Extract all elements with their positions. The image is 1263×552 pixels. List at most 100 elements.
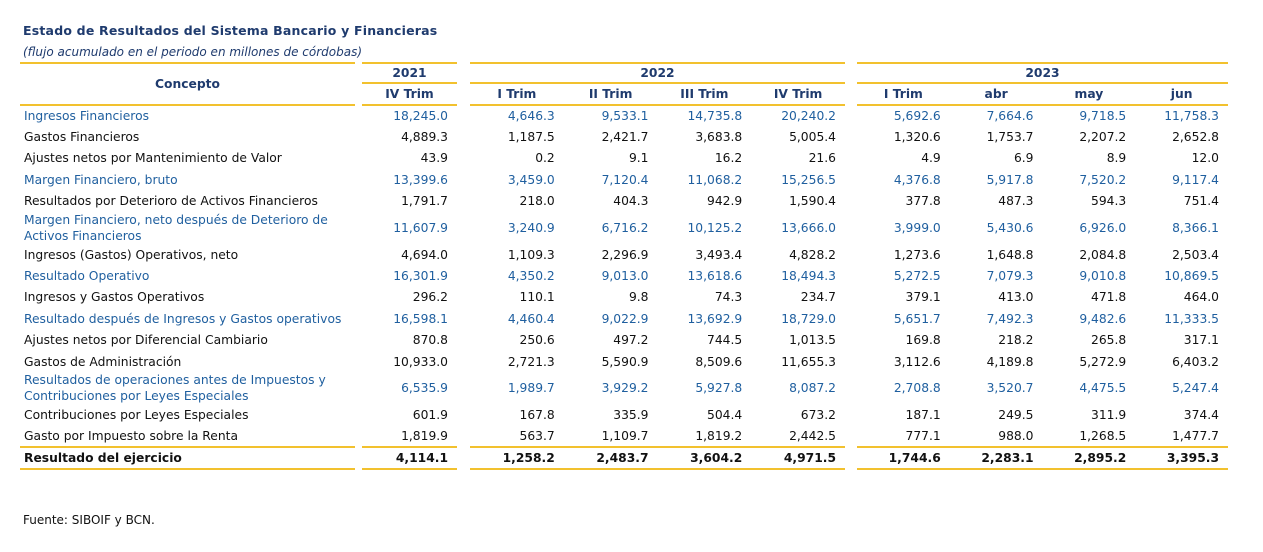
value-cell: 9,533.1 — [601, 109, 649, 124]
value-cell: 11,333.5 — [1164, 311, 1219, 326]
value-cell: 7,664.6 — [986, 109, 1034, 124]
income-table: Concepto 2021 2022 2023 IV Trim I Trim II Trim… — [20, 62, 1228, 471]
gap — [845, 447, 857, 469]
value-cell: 317.1 — [1183, 333, 1219, 348]
gap — [355, 330, 362, 351]
source-note: Fuente: SIBOIF y BCN. — [23, 513, 155, 527]
value-cell: 9.8 — [628, 290, 649, 305]
header-row: Concepto 2021 2022 2023 — [20, 62, 1228, 106]
concept-cell: Margen Financiero, neto después de Deter… — [24, 212, 328, 243]
year-header: 2022 — [470, 62, 845, 84]
data-row: Margen Financiero, bruto 13,399.6 3,459.0 7… — [20, 169, 1228, 190]
gap — [845, 63, 857, 83]
gap — [355, 105, 362, 126]
data-row: Resultado después de Ingresos y Gastos o… — [20, 308, 1228, 329]
column-header: may — [1042, 83, 1136, 106]
gap — [457, 447, 470, 469]
value-cell: 5,272.9 — [1079, 354, 1127, 369]
value-cell: 3,683.8 — [695, 130, 743, 145]
value-cell: 21.6 — [808, 151, 836, 166]
value-cell: 504.4 — [707, 407, 743, 422]
value-cell: 5,651.7 — [893, 311, 941, 326]
value-cell: 5,927.8 — [695, 381, 743, 396]
value-cell: 2,652.8 — [1172, 130, 1219, 145]
value-cell: 751.4 — [1183, 194, 1219, 209]
value-cell: 335.9 — [613, 407, 649, 422]
value-cell: 744.5 — [707, 333, 743, 348]
value-cell: 6,535.9 — [401, 381, 448, 396]
value-cell: 4,646.3 — [507, 109, 555, 124]
value-cell: 7,492.3 — [986, 311, 1034, 326]
gap — [355, 404, 362, 425]
concept-cell: Resultado después de Ingresos y Gastos o… — [24, 311, 342, 326]
value-cell: 1,590.4 — [789, 194, 836, 209]
value-cell: 4,971.5 — [751, 446, 845, 471]
concept-cell: Ingresos (Gastos) Operativos, neto — [24, 247, 239, 262]
subtitle: (flujo acumulado en el periodo en millon… — [23, 45, 362, 59]
concept-cell: Resultado Operativo — [24, 269, 150, 284]
value-cell: 1,744.6 — [857, 446, 950, 471]
data-row: Resultados por Deterioro de Activos Fina… — [20, 191, 1228, 212]
value-cell: 374.4 — [1183, 407, 1219, 422]
year-header: 2023 — [857, 62, 1228, 84]
value-cell: 265.8 — [1091, 333, 1127, 348]
gap — [457, 351, 470, 372]
value-cell: 5,005.4 — [789, 130, 836, 145]
value-cell: 1,791.7 — [401, 194, 448, 209]
gap — [355, 447, 362, 469]
value-cell: 1,109.7 — [601, 428, 649, 443]
value-cell: 1,819.9 — [401, 428, 448, 443]
gap — [457, 105, 470, 126]
value-cell: 497.2 — [613, 333, 649, 348]
value-cell: 234.7 — [800, 290, 836, 305]
header-cell: Concepto — [20, 62, 355, 106]
gap — [355, 244, 362, 265]
gap — [457, 330, 470, 351]
value-cell: 12.0 — [1191, 151, 1219, 166]
data-row: Ingresos Financieros 18,245.0 4,646.3 9,533… — [20, 105, 1228, 126]
gap — [845, 126, 857, 147]
value-cell: 6,403.2 — [1172, 354, 1219, 369]
gap — [457, 265, 470, 286]
value-cell: 16,598.1 — [393, 311, 448, 326]
data-row: Gasto por Impuesto sobre la Renta 1,819.9… — [20, 426, 1228, 447]
value-cell: 13,692.9 — [687, 311, 743, 326]
value-cell: 2,483.7 — [563, 446, 658, 471]
concept-cell: Gastos Financieros — [24, 130, 140, 145]
gap — [845, 372, 857, 404]
value-cell: 594.3 — [1091, 194, 1127, 209]
gap — [845, 330, 857, 351]
value-cell: 404.3 — [613, 194, 649, 209]
gap — [457, 372, 470, 404]
title: Estado de Resultados del Sistema Bancari… — [23, 23, 438, 38]
data-row: Gastos Financieros 4,889.3 1,187.5 2,421.7 3… — [20, 126, 1228, 147]
value-cell: 601.9 — [412, 407, 448, 422]
concept-cell: Gasto por Impuesto sobre la Renta — [24, 428, 239, 443]
value-cell: 4,189.8 — [986, 354, 1034, 369]
value-cell: 8,509.6 — [695, 354, 743, 369]
value-cell: 187.1 — [905, 407, 941, 422]
value-cell: 3,240.9 — [507, 220, 555, 235]
value-cell: 379.1 — [905, 290, 941, 305]
gap — [355, 191, 362, 212]
column-header: abr — [949, 83, 1043, 106]
value-cell: 250.6 — [519, 333, 555, 348]
value-cell: 1,648.8 — [986, 247, 1034, 262]
value-cell: 169.8 — [905, 333, 941, 348]
value-cell: 471.8 — [1091, 290, 1127, 305]
gap — [457, 63, 470, 83]
concept-cell: Resultados de operaciones antes de Impue… — [24, 373, 326, 404]
value-cell: 673.2 — [800, 407, 836, 422]
column-header: IV Trim — [362, 83, 457, 106]
data-row: Contribuciones por Leyes Especiales 601.9… — [20, 404, 1228, 425]
value-cell: 9,022.9 — [601, 311, 649, 326]
year-header: 2021 — [362, 62, 457, 84]
concept-cell: Ajustes netos por Mantenimiento de Valor — [24, 151, 282, 166]
value-cell: 11,758.3 — [1164, 109, 1219, 124]
value-cell: 5,917.8 — [986, 172, 1034, 187]
gap — [355, 287, 362, 308]
data-row: Ajustes netos por Diferencial Cambiario 8… — [20, 330, 1228, 351]
value-cell: 11,607.9 — [393, 220, 448, 235]
value-cell: 13,618.6 — [687, 269, 743, 284]
value-cell: 3,999.0 — [893, 220, 941, 235]
